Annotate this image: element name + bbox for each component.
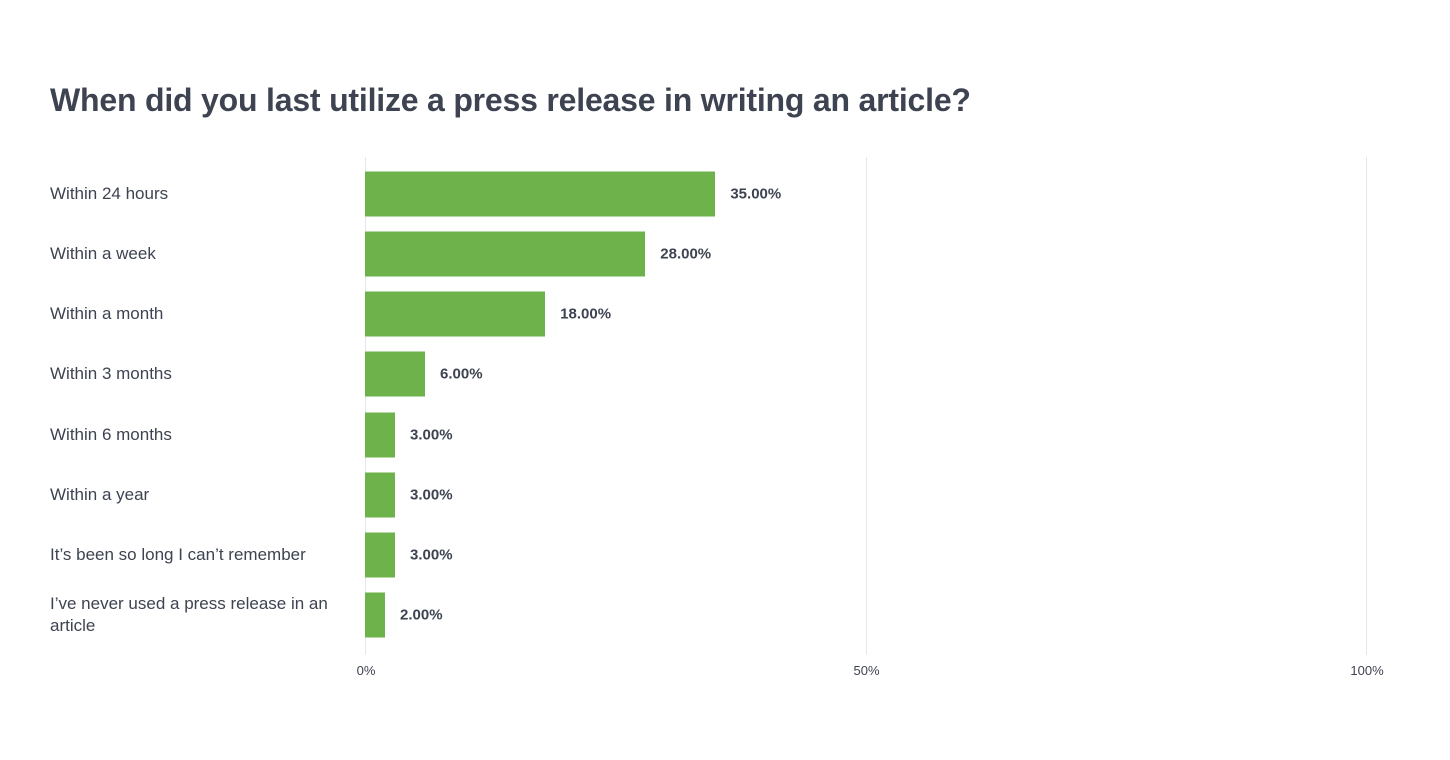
data-label: 3.00% <box>410 546 453 564</box>
data-label: 3.00% <box>410 486 453 504</box>
bar <box>365 351 426 397</box>
bar <box>365 592 386 638</box>
data-label: 18.00% <box>560 305 612 323</box>
bar <box>365 291 546 337</box>
bar <box>365 532 396 578</box>
gridline <box>866 157 867 655</box>
category-label: Within 3 months <box>50 364 172 384</box>
gridline <box>365 157 366 655</box>
bar <box>365 412 396 458</box>
category-label: Within a month <box>50 304 164 324</box>
category-label: Within a week <box>50 244 156 264</box>
data-label: 28.00% <box>660 245 712 263</box>
bar <box>365 171 716 217</box>
x-tick-label: 0% <box>356 663 376 678</box>
gridline <box>1366 157 1367 655</box>
x-tick-label: 100% <box>1350 663 1384 678</box>
bar <box>365 472 396 518</box>
x-tick-label: 50% <box>853 663 880 678</box>
category-label: Within 24 hours <box>50 184 169 203</box>
category-label: Within 6 months <box>50 424 172 444</box>
data-label: 2.00% <box>400 606 443 624</box>
chart-title: When did you last utilize a press releas… <box>50 82 971 118</box>
data-label: 3.00% <box>410 426 453 444</box>
bar <box>365 231 646 277</box>
category-label: It’s been so long I can’t remember <box>50 544 306 564</box>
category-label: I’ve never used a press release in an ar… <box>50 594 328 636</box>
data-label: 35.00% <box>730 185 782 203</box>
data-label: 6.00% <box>440 365 483 383</box>
category-label: Within a year <box>50 484 150 504</box>
